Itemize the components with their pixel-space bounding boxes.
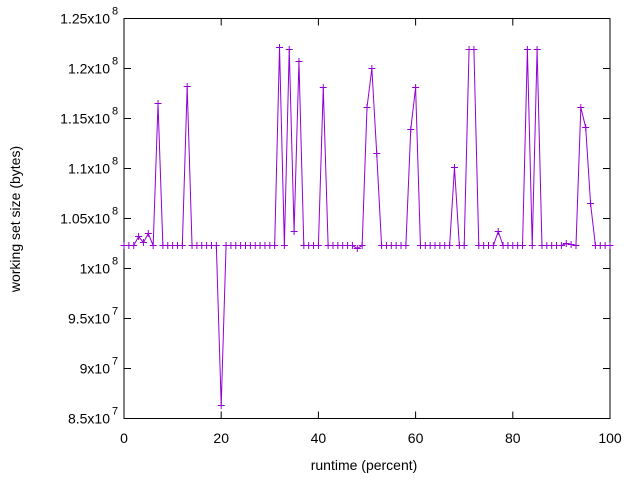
y-tick-exponent: 8	[112, 6, 118, 18]
x-axis-label: runtime (percent)	[311, 457, 418, 473]
x-tick-label: 100	[598, 430, 622, 446]
data-point	[606, 242, 614, 249]
y-tick-exponent: 8	[112, 106, 118, 118]
y-tick-exponent: 8	[112, 56, 118, 68]
x-tick-label: 0	[120, 430, 128, 446]
y-tick-label: 1.1x10	[68, 161, 110, 177]
data-point	[582, 124, 590, 131]
y-tick-label: 9x10	[80, 361, 111, 377]
data-point	[446, 242, 454, 249]
x-axis-ticks: 0 20 40 60 80 100	[120, 18, 622, 446]
y-tick-label: 8.5x10	[68, 411, 110, 427]
data-point	[314, 242, 322, 249]
series-layer	[120, 44, 614, 409]
data-point	[358, 242, 366, 249]
data-point	[290, 228, 298, 235]
data-point	[567, 241, 575, 248]
data-point	[295, 58, 303, 65]
data-point	[319, 84, 327, 91]
data-point	[450, 164, 458, 171]
data-point	[460, 242, 468, 249]
data-point	[149, 242, 157, 249]
data-point	[528, 242, 536, 249]
plot-frame	[123, 18, 611, 419]
data-point	[212, 242, 220, 249]
data-point	[368, 65, 376, 72]
y-tick-exponent: 8	[112, 206, 118, 218]
x-tick-label: 20	[213, 430, 229, 446]
data-point	[130, 242, 138, 249]
data-point	[587, 200, 595, 207]
series-line	[124, 47, 610, 406]
y-tick-label: 9.5x10	[68, 311, 110, 327]
y-tick-label: 1.15x10	[60, 111, 110, 127]
data-point	[562, 240, 570, 247]
data-point	[402, 242, 410, 249]
x-tick-label: 60	[408, 430, 424, 446]
data-point	[533, 46, 541, 53]
data-point	[489, 242, 497, 249]
data-point	[353, 245, 361, 252]
x-tick-label: 40	[311, 430, 327, 446]
data-point	[139, 239, 147, 246]
data-point	[135, 233, 143, 240]
data-point	[276, 44, 284, 51]
y-tick-label: 1.2x10	[68, 61, 110, 77]
data-point	[572, 242, 580, 249]
data-point	[519, 242, 527, 249]
y-tick-exponent: 8	[112, 156, 118, 168]
data-point	[271, 242, 279, 249]
y-tick-label: 1x10	[80, 261, 111, 277]
data-point	[373, 150, 381, 157]
data-point	[183, 83, 191, 90]
y-tick-label: 1.05x10	[60, 211, 110, 227]
y-tick-exponent: 7	[112, 356, 118, 368]
data-point	[494, 228, 502, 235]
data-point	[577, 104, 585, 111]
x-tick-label: 80	[505, 430, 521, 446]
data-point	[348, 242, 356, 249]
y-tick-exponent: 7	[112, 406, 118, 418]
data-point	[363, 104, 371, 111]
y-axis-label: working set size (bytes)	[7, 146, 23, 293]
data-point	[285, 46, 293, 53]
y-tick-exponent: 8	[112, 256, 118, 268]
data-point	[407, 126, 415, 133]
data-point	[144, 230, 152, 237]
data-point	[412, 84, 420, 91]
data-point	[154, 100, 162, 107]
data-point	[470, 46, 478, 53]
data-point	[178, 242, 186, 249]
data-point	[523, 46, 531, 53]
data-point	[217, 402, 225, 409]
data-point	[557, 242, 565, 249]
y-tick-exponent: 7	[112, 306, 118, 318]
y-tick-label: 1.25x10	[60, 11, 110, 27]
data-point	[280, 242, 288, 249]
